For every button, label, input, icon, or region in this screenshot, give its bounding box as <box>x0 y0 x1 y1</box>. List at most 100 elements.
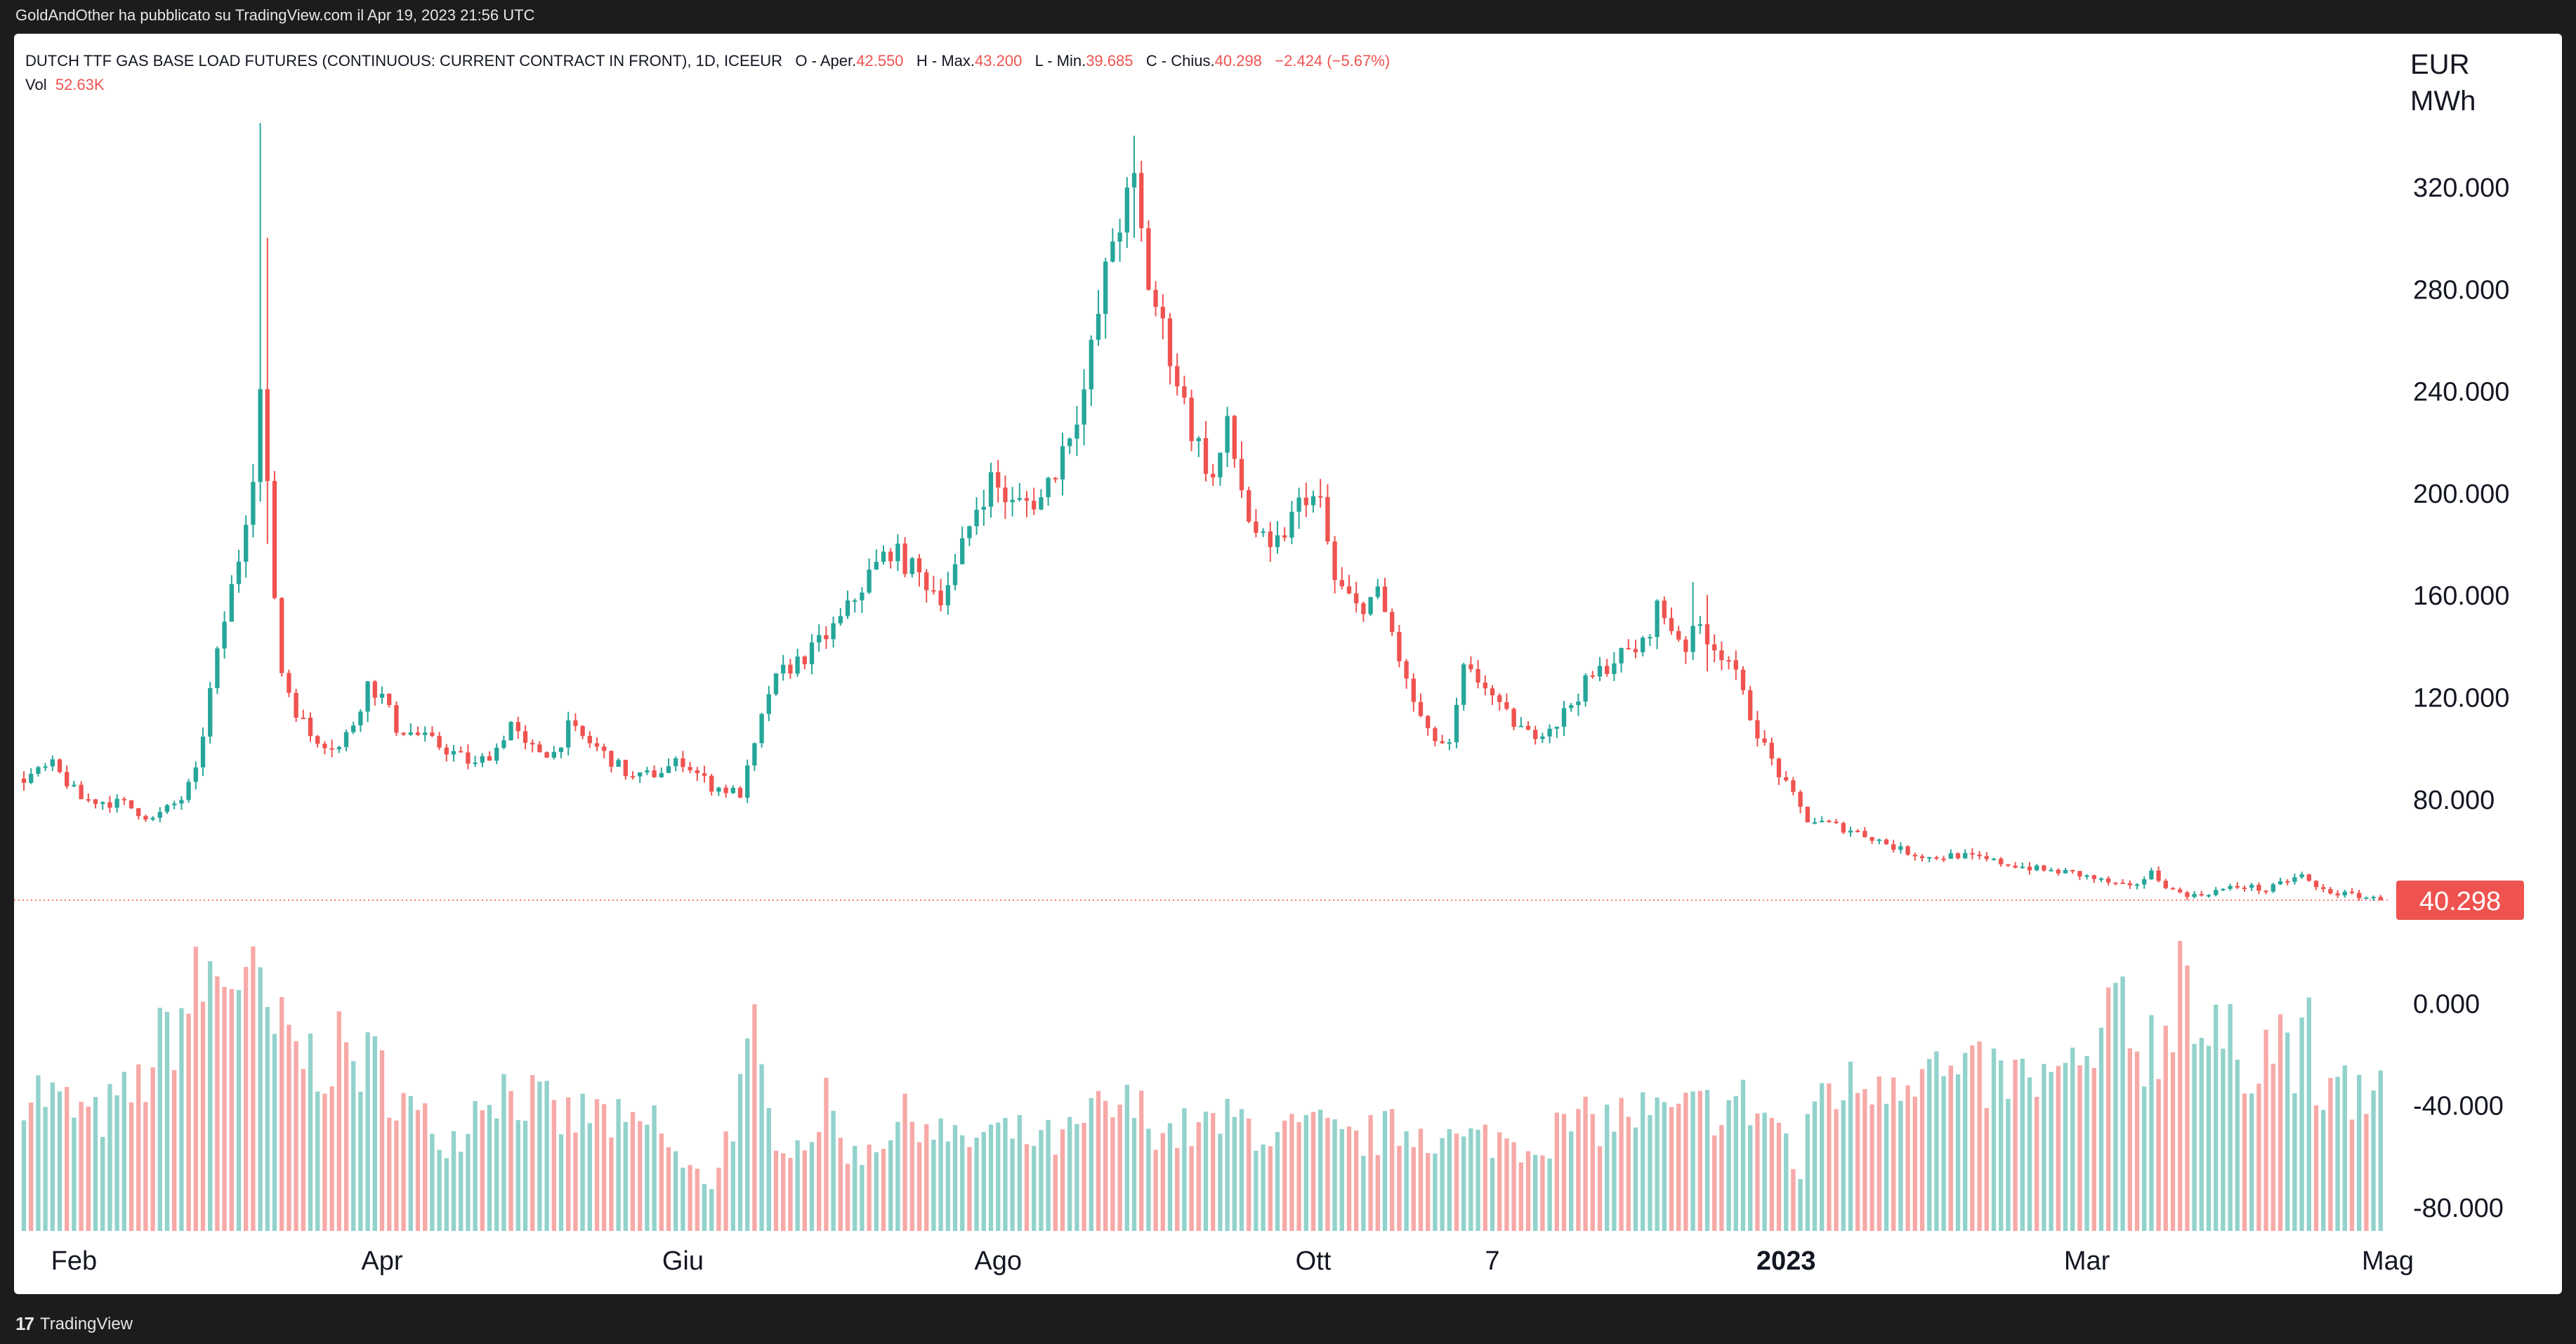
candle-body <box>2149 870 2154 880</box>
volume-bar <box>29 1102 34 1231</box>
candle-body <box>916 558 922 573</box>
candle-body <box>1662 600 1667 619</box>
volume-bar <box>2357 1074 2362 1231</box>
volume-bar <box>730 1141 735 1231</box>
candle-body <box>952 564 958 586</box>
volume-bar <box>1103 1100 1108 1231</box>
volume-bar <box>394 1120 399 1231</box>
candle-body <box>1869 837 1874 841</box>
chart-panel[interactable]: 320.000 280.000 240.000 200.000 160.000 120.0… <box>14 34 2562 1294</box>
volume-bar <box>423 1103 428 1231</box>
volume-bar <box>652 1105 657 1231</box>
tradingview-logo[interactable]: 17 TradingView <box>15 1313 133 1335</box>
volume-bar <box>580 1093 585 1231</box>
candle-body <box>1117 232 1122 242</box>
candle-body <box>1704 624 1710 645</box>
candle-body <box>1776 758 1782 777</box>
candle-body <box>931 590 936 592</box>
volume-bar <box>1612 1131 1617 1231</box>
volume-layer <box>21 941 2383 1231</box>
volume-bar <box>1812 1101 1818 1231</box>
candle-body <box>1655 600 1660 638</box>
volume-bar <box>802 1150 807 1231</box>
candle-body <box>2091 875 2096 879</box>
candle-body <box>1075 424 1079 439</box>
candle-body <box>902 543 907 574</box>
candle-body <box>2035 865 2039 871</box>
time-tick-label: Ott <box>1296 1246 1332 1276</box>
volume-bar <box>236 989 242 1231</box>
candle-body <box>494 747 499 761</box>
price-tick-label: 160.000 <box>2413 581 2509 611</box>
candle-body <box>1397 632 1402 661</box>
volume-bar <box>1067 1116 1072 1231</box>
volume-bar <box>365 1032 370 1231</box>
candle-body <box>1748 690 1753 720</box>
volume-bar <box>2335 1076 2340 1231</box>
candle-body <box>408 732 413 735</box>
volume-bar <box>1368 1115 1373 1231</box>
volume-bar <box>1941 1076 1946 1231</box>
volume-bar <box>1848 1061 1853 1231</box>
candle-body <box>379 694 385 698</box>
candle-body <box>1440 741 1445 744</box>
volume-bar <box>1655 1098 1660 1231</box>
candle-body <box>2313 881 2319 888</box>
price-tick-label: 320.000 <box>2413 173 2509 203</box>
candle-body <box>1547 728 1552 737</box>
volume-bar <box>258 967 263 1231</box>
candle-body <box>1827 820 1832 822</box>
low-value: 39.685 <box>1086 52 1133 70</box>
candle-body <box>587 736 592 744</box>
volume-bar <box>1927 1059 1932 1231</box>
price-tick-label: 80.000 <box>2413 786 2495 815</box>
candles-layer <box>21 123 2383 901</box>
candle-body <box>1934 857 1939 859</box>
candle-body <box>1124 187 1129 233</box>
volume-bar <box>2042 1064 2046 1231</box>
volume-bar <box>902 1093 907 1231</box>
volume-bar <box>444 1158 449 1231</box>
volume-bar <box>988 1124 994 1231</box>
candlestick-chart[interactable]: 320.000 280.000 240.000 200.000 160.000 120.0… <box>14 34 2562 1294</box>
volume-label: Vol <box>25 76 47 93</box>
candle-body <box>294 692 298 718</box>
candle-body <box>1411 678 1416 702</box>
candle-body <box>1404 661 1409 679</box>
candle-body <box>2013 865 2018 868</box>
candle-body <box>1039 497 1044 510</box>
time-tick-label: Ago <box>974 1246 1022 1276</box>
volume-bar <box>466 1133 471 1231</box>
candle-body <box>1970 852 1975 855</box>
volume-bar <box>1110 1117 1115 1231</box>
volume-bar <box>537 1081 542 1231</box>
candle-body <box>802 656 807 664</box>
volume-bar <box>2378 1070 2383 1231</box>
candle-body <box>480 756 485 763</box>
candle-body <box>1447 742 1452 744</box>
time-tick-label: 7 <box>1485 1246 1499 1276</box>
candle-body <box>179 800 184 804</box>
candle-body <box>2084 875 2089 877</box>
volume-bar <box>2027 1077 2032 1231</box>
volume-bar <box>960 1135 965 1231</box>
candle-body <box>2228 885 2233 889</box>
candle-body <box>895 543 900 562</box>
volume-bar <box>387 1117 392 1231</box>
candle-body <box>172 803 177 805</box>
symbol-title: DUTCH TTF GAS BASE LOAD FUTURES (CONTINU… <box>25 52 783 70</box>
volume-bar <box>1461 1136 1466 1231</box>
volume-bar <box>1504 1138 1509 1231</box>
volume-bar <box>1633 1127 1638 1231</box>
tradingview-icon: 17 <box>15 1313 34 1334</box>
candle-body <box>1433 728 1438 742</box>
candle-body <box>1862 831 1867 838</box>
candle-body <box>65 772 70 786</box>
volume-bar <box>1704 1090 1710 1231</box>
candle-body <box>1999 858 2004 864</box>
volume-bar <box>1375 1154 1380 1231</box>
volume-bar <box>2049 1072 2053 1231</box>
candle-body <box>730 788 735 793</box>
candle-body <box>1740 669 1746 690</box>
volume-bar <box>824 1077 829 1231</box>
